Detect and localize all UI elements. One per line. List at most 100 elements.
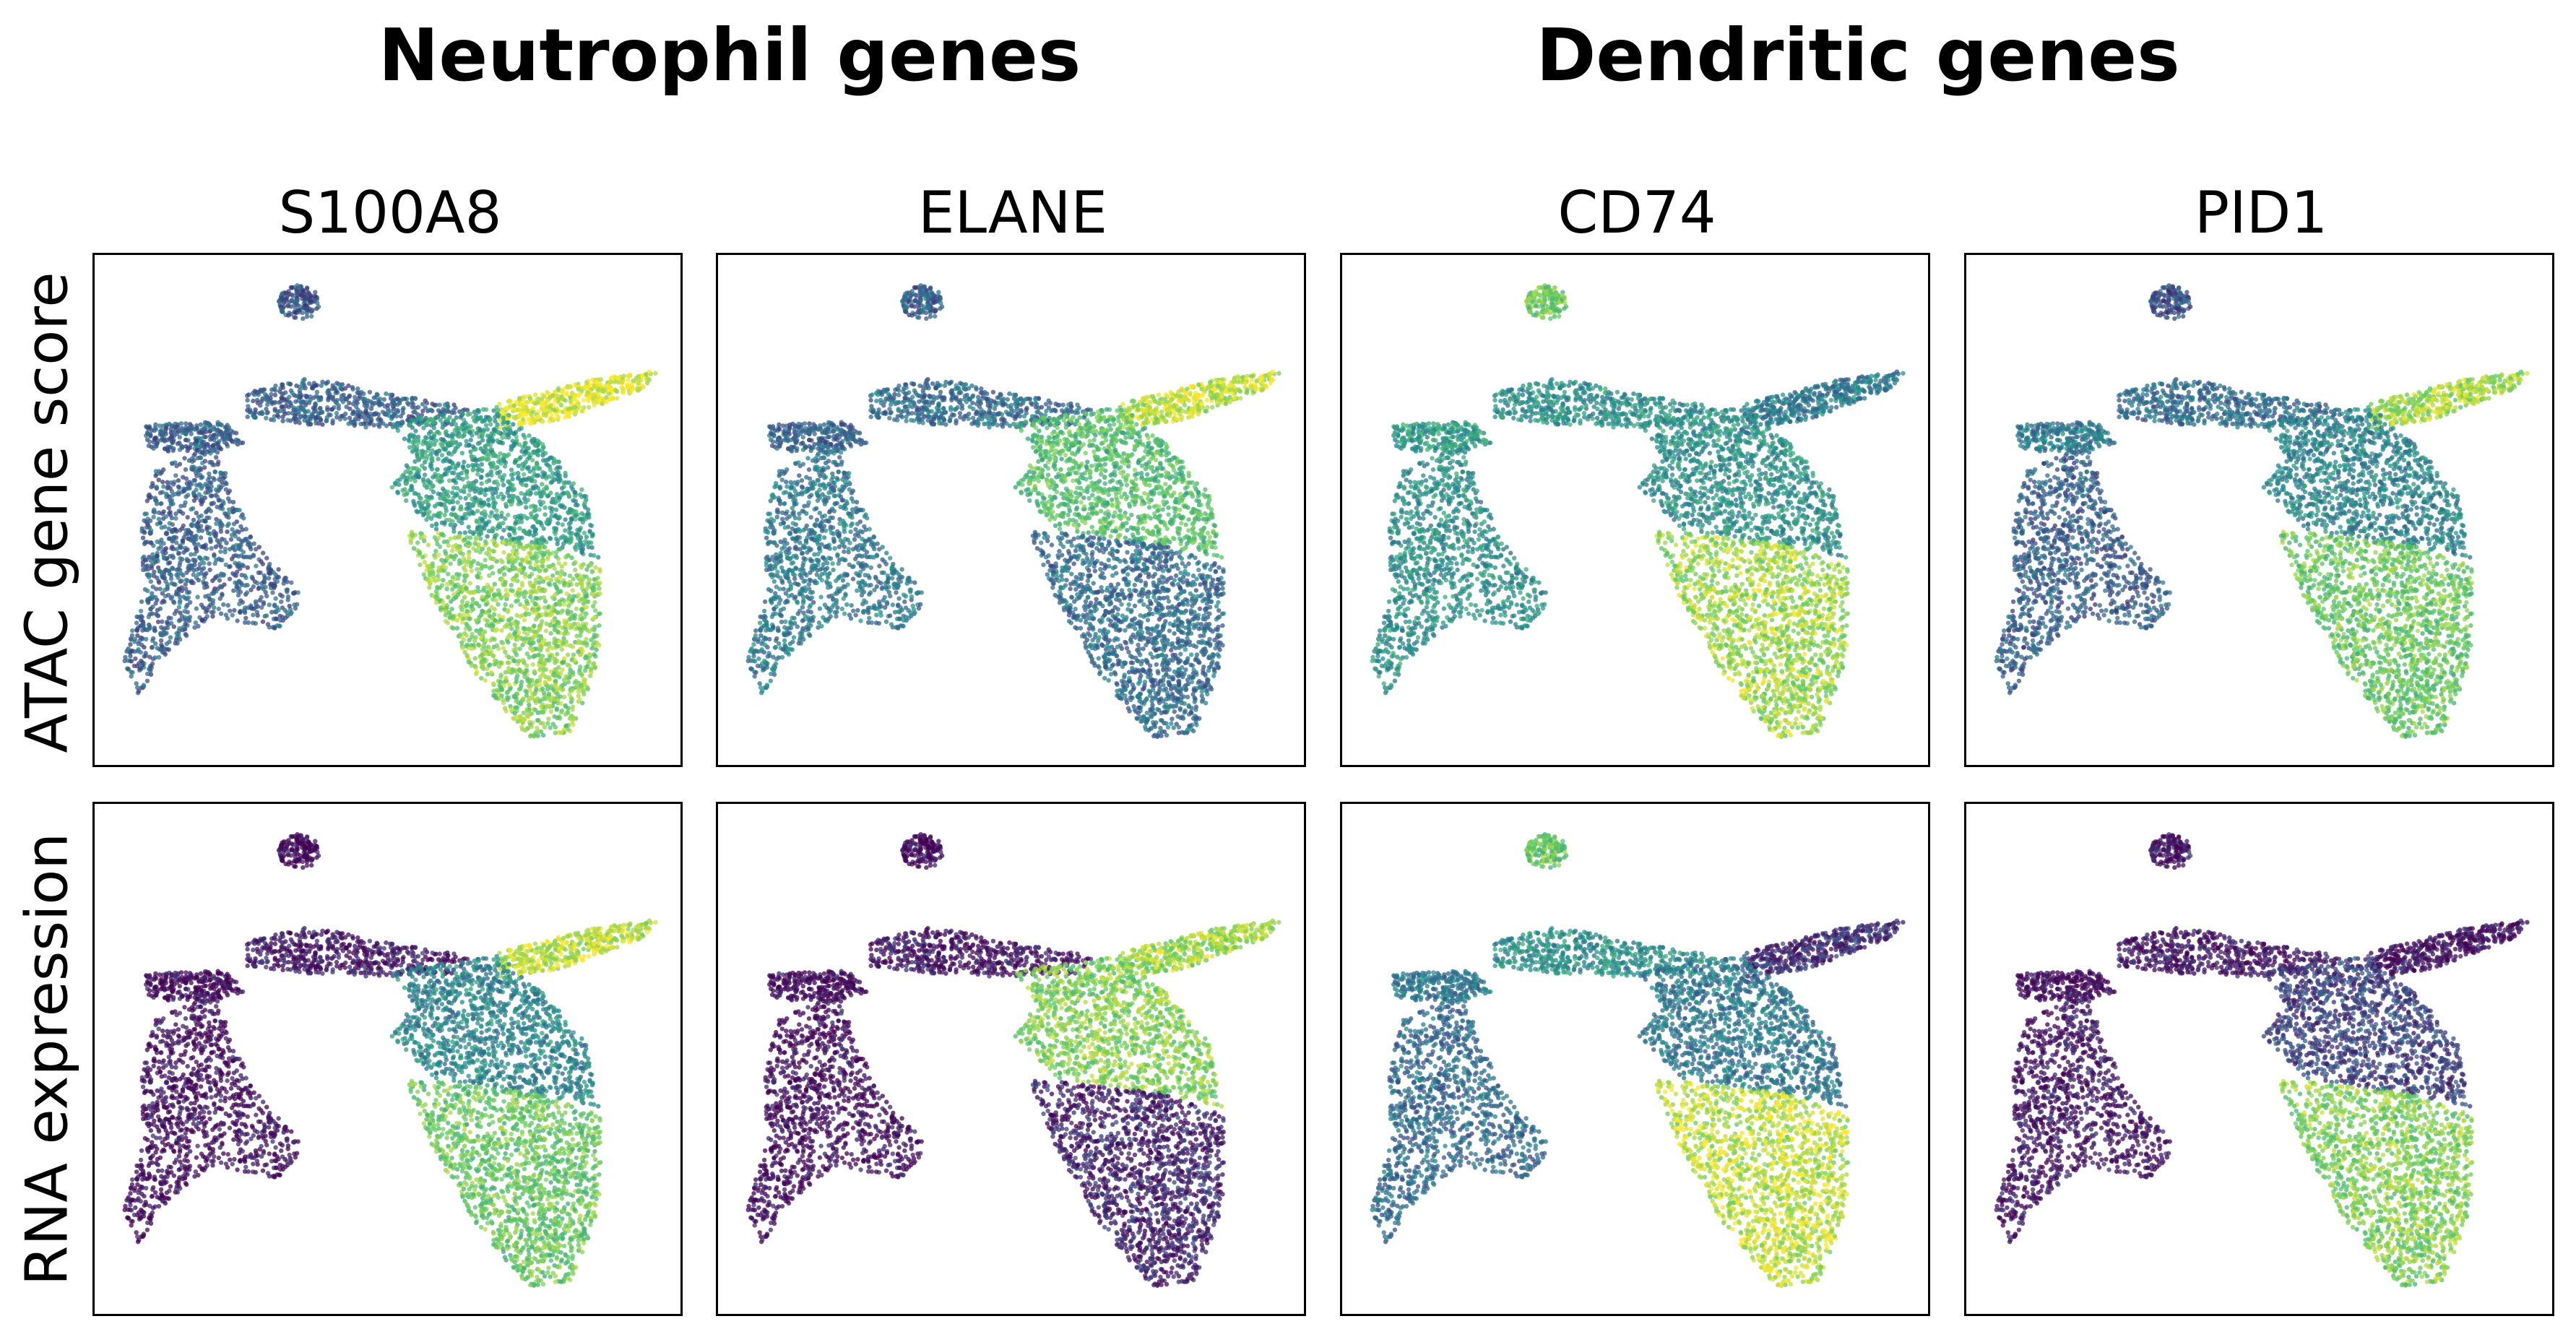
cell-point: [517, 526, 522, 531]
cell-point: [462, 537, 467, 542]
cell-point: [576, 592, 582, 597]
cell-point: [444, 602, 449, 608]
cell-point: [176, 509, 181, 514]
cell-point: [604, 399, 609, 404]
cell-point: [572, 396, 577, 402]
cell-point: [502, 464, 508, 469]
cell-point: [199, 444, 204, 449]
cell-point: [582, 404, 587, 410]
cell-point: [221, 602, 226, 607]
cell-point: [384, 391, 389, 397]
cell-point: [192, 625, 197, 630]
cell-point: [245, 565, 250, 570]
cell-point: [501, 527, 506, 533]
cell-point: [308, 422, 313, 427]
cell-point: [261, 550, 266, 555]
cell-point: [553, 724, 558, 730]
cell-point: [134, 620, 139, 626]
cell-point: [173, 511, 178, 516]
cell-point: [524, 598, 529, 604]
cell-point: [231, 522, 237, 527]
cell-point: [463, 568, 468, 574]
cell-point: [556, 538, 561, 543]
cell-point: [264, 613, 269, 618]
cell-point: [464, 573, 470, 578]
cell-point: [561, 678, 567, 683]
cell-point: [512, 642, 517, 647]
cell-point: [501, 572, 507, 577]
cell-point: [496, 602, 501, 607]
cell-point: [524, 412, 529, 417]
cell-point: [644, 372, 649, 377]
cell-point: [183, 577, 189, 582]
cell-point: [504, 653, 510, 659]
cell-point: [191, 572, 196, 577]
cell-point: [442, 520, 447, 525]
cell-point: [268, 571, 273, 576]
cell-point: [554, 550, 559, 555]
cell-point: [304, 286, 310, 291]
cell-point: [453, 553, 458, 558]
cell-point: [177, 600, 183, 605]
cell-point: [558, 701, 563, 706]
cell-point: [538, 494, 543, 499]
cell-point: [537, 625, 543, 630]
cell-point: [492, 637, 497, 642]
cell-point: [449, 511, 454, 517]
cell-point: [218, 544, 224, 550]
cell-point: [163, 431, 168, 437]
cell-point: [479, 462, 484, 467]
cell-point: [213, 544, 218, 550]
cell-point: [246, 620, 251, 626]
cell-point: [156, 477, 161, 483]
cell-point: [584, 605, 589, 610]
cell-point: [478, 500, 484, 506]
cell-point: [491, 504, 497, 509]
cell-point: [445, 489, 450, 495]
cell-point: [581, 601, 586, 606]
cell-point: [573, 567, 578, 573]
cell-point: [524, 505, 529, 510]
cell-point: [636, 387, 641, 392]
cell-point: [553, 730, 558, 735]
cell-point: [191, 506, 196, 511]
cell-point: [223, 613, 229, 618]
cell-point: [409, 418, 414, 423]
cell-point: [163, 514, 168, 519]
cell-point: [483, 492, 488, 498]
cell-point: [246, 555, 251, 560]
cell-point: [178, 555, 183, 561]
cell-point: [501, 521, 506, 526]
cell-point: [262, 573, 267, 579]
cell-point: [128, 654, 133, 659]
cell-point: [455, 500, 460, 505]
cell-point: [189, 552, 194, 557]
cell-point: [209, 493, 215, 498]
cell-point: [563, 622, 569, 628]
cell-point: [406, 414, 412, 419]
cell-point: [162, 548, 167, 553]
cell-point: [412, 503, 418, 509]
cell-point: [410, 449, 415, 454]
cell-point: [548, 582, 553, 587]
cell-point: [395, 490, 401, 496]
cell-point: [212, 529, 217, 534]
cell-point: [530, 696, 535, 701]
cell-point: [486, 497, 491, 503]
cell-cluster-main-mass-lower: [407, 529, 603, 739]
cell-point: [464, 653, 470, 658]
cell-point: [346, 421, 351, 426]
cell-point: [152, 569, 157, 574]
cell-point: [572, 404, 578, 410]
cell-point: [532, 392, 538, 397]
cell-point: [430, 448, 435, 453]
cell-point: [406, 437, 411, 443]
cell-point: [158, 632, 163, 637]
cell-point: [553, 472, 558, 477]
cell-point: [262, 391, 268, 397]
cell-point: [219, 503, 224, 508]
cell-point: [418, 562, 423, 568]
cell-point: [150, 638, 155, 643]
cell-point: [163, 491, 169, 496]
cell-point: [555, 515, 561, 521]
